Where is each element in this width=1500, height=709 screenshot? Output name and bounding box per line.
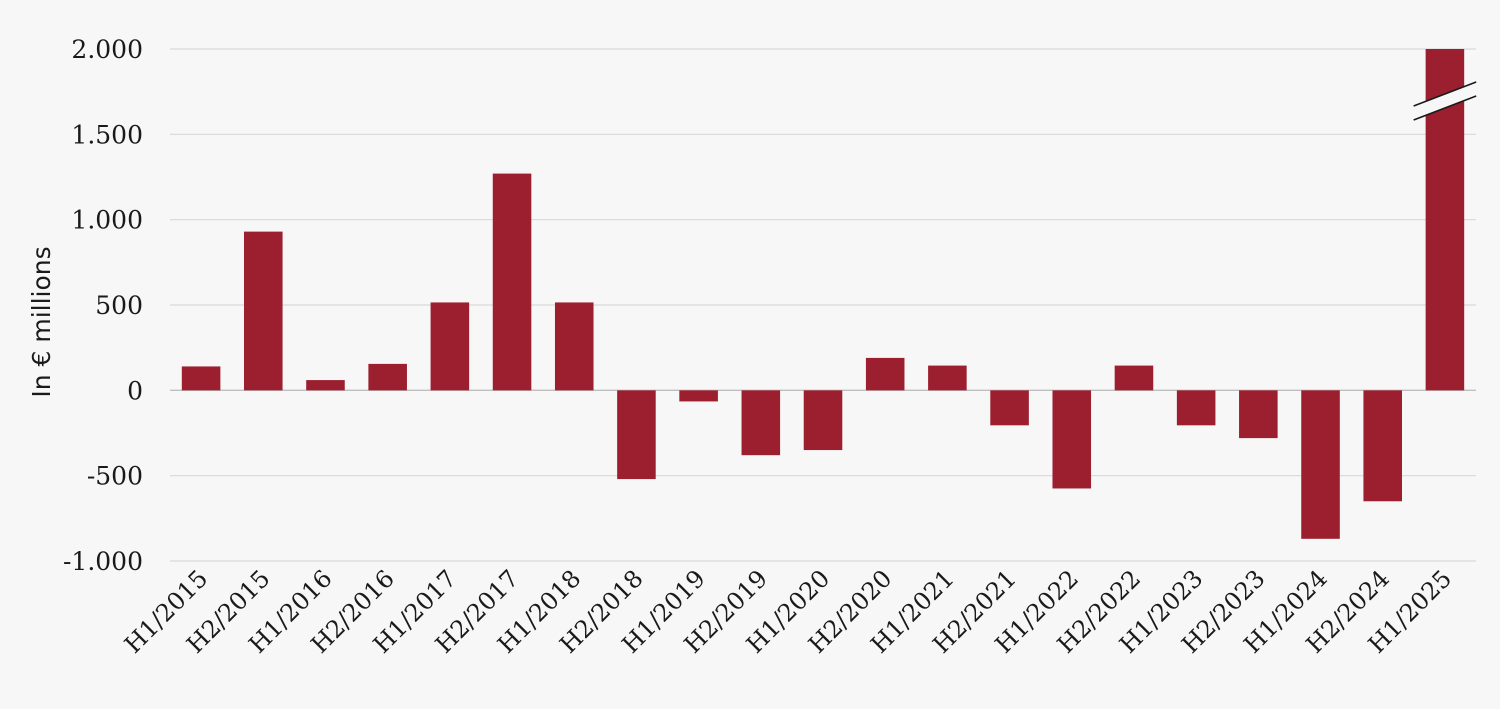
x-axis-ticks: H1/2015H2/2015H1/2016H2/2016H1/2017H2/20… — [119, 564, 1457, 658]
y-tick-label: 0 — [127, 376, 143, 405]
bar — [865, 357, 905, 391]
bar — [1239, 390, 1278, 439]
bar — [181, 366, 221, 391]
gridlines — [170, 48, 1476, 562]
axis-break-marker — [1413, 81, 1477, 121]
bar — [741, 390, 781, 456]
y-axis-ticks: 2.000 1.500 1.000 500 0 -500 -1.000 — [63, 35, 143, 576]
y-tick-label: 500 — [95, 291, 143, 320]
bar — [1363, 390, 1402, 502]
bar — [928, 365, 967, 391]
bar — [368, 363, 407, 391]
bar — [430, 302, 470, 391]
bar — [1176, 390, 1216, 426]
bar — [306, 380, 345, 391]
bar — [617, 390, 656, 480]
bar — [1114, 365, 1154, 391]
bar — [679, 390, 718, 402]
bar — [990, 390, 1029, 426]
bar — [492, 173, 532, 391]
y-tick-label: 2.000 — [71, 35, 143, 64]
y-tick-label: -500 — [87, 462, 143, 491]
break-line-lower — [1413, 95, 1477, 121]
bars — [181, 49, 1465, 539]
bar — [803, 390, 843, 451]
y-tick-label: 1.000 — [71, 206, 143, 235]
y-tick-label: 1.500 — [71, 120, 143, 149]
bar — [1301, 390, 1340, 539]
y-axis-label: In € millions — [27, 246, 56, 397]
y-tick-label: -1.000 — [63, 547, 143, 576]
bar — [244, 231, 283, 391]
break-line-upper — [1413, 81, 1477, 107]
bar — [554, 302, 594, 391]
break-gap — [1413, 82, 1477, 120]
bar — [1052, 390, 1092, 489]
